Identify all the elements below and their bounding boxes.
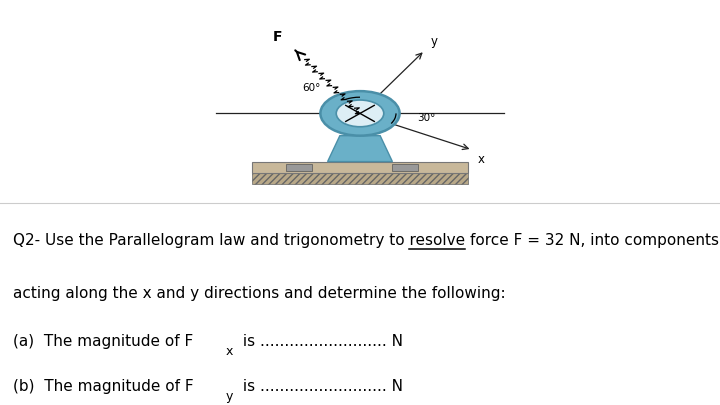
Bar	[392, 164, 418, 171]
Text: 60°: 60°	[302, 83, 320, 93]
Text: (a)  The magnitude of F: (a) The magnitude of F	[13, 334, 193, 349]
Text: y: y	[431, 35, 438, 48]
Text: Q2- Use the Parallelogram law and trigonometry to: Q2- Use the Parallelogram law and trigon…	[13, 233, 410, 248]
Text: (b)  The magnitude of F: (b) The magnitude of F	[13, 379, 194, 394]
Circle shape	[320, 91, 400, 136]
Bar	[252, 162, 468, 173]
Text: y: y	[225, 390, 233, 403]
Text: is .......................... N: is .......................... N	[238, 379, 402, 394]
Text: x: x	[478, 153, 485, 166]
Text: 30°: 30°	[417, 113, 436, 123]
Polygon shape	[328, 136, 392, 162]
Circle shape	[336, 100, 384, 127]
Bar	[286, 164, 312, 171]
Text: acting along the x and y directions and determine the following:: acting along the x and y directions and …	[13, 286, 505, 301]
Text: Q2- Use the Parallelogram law and trigonometry to resolve force ​F​ = 32 N, into: Q2- Use the Parallelogram law and trigon…	[13, 233, 719, 248]
Text: x: x	[225, 345, 233, 358]
Text: F: F	[272, 30, 282, 44]
Text: Q2- Use the Parallelogram law and trigonometry to resolve: Q2- Use the Parallelogram law and trigon…	[13, 233, 465, 248]
Text: is .......................... N: is .......................... N	[238, 334, 402, 349]
Bar	[252, 173, 468, 184]
